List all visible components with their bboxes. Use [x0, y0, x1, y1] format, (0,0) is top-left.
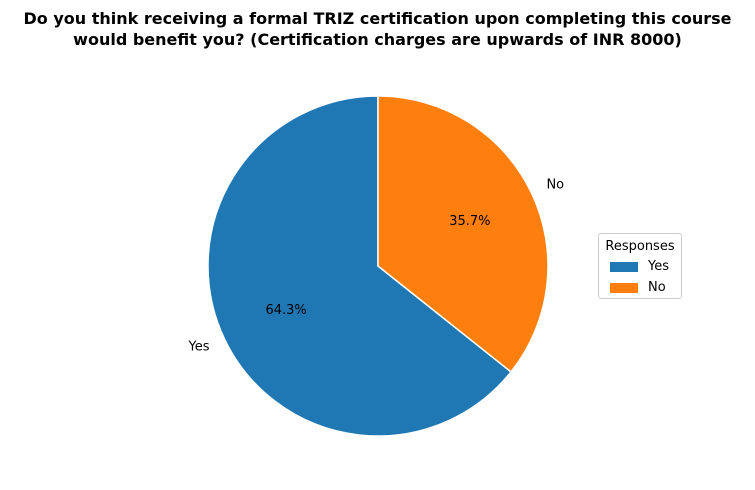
pie-category-label-no: No	[546, 177, 564, 192]
chart-title-line-1: Do you think receiving a formal TRIZ cer…	[23, 9, 732, 28]
legend-swatch-yes	[610, 261, 638, 272]
legend-label-yes: Yes	[648, 259, 669, 274]
legend-item-no: No	[599, 277, 681, 298]
legend-item-yes: Yes	[599, 256, 681, 277]
pie-category-label-yes: Yes	[188, 340, 210, 355]
legend-swatch-no	[610, 282, 638, 293]
legend-title: Responses	[605, 239, 675, 254]
pie-slice-yes	[207, 95, 513, 437]
chart-title: Do you think receiving a formal TRIZ cer…	[0, 8, 755, 50]
pie-slice-no	[377, 95, 549, 373]
pie-value-label-no: 35.7%	[449, 214, 490, 229]
legend-label-no: No	[648, 280, 666, 295]
chart-title-line-2: would benefit you? (Certification charge…	[73, 30, 682, 49]
legend: Responses Yes No	[598, 233, 682, 299]
pie-value-label-yes: 64.3%	[265, 303, 306, 318]
